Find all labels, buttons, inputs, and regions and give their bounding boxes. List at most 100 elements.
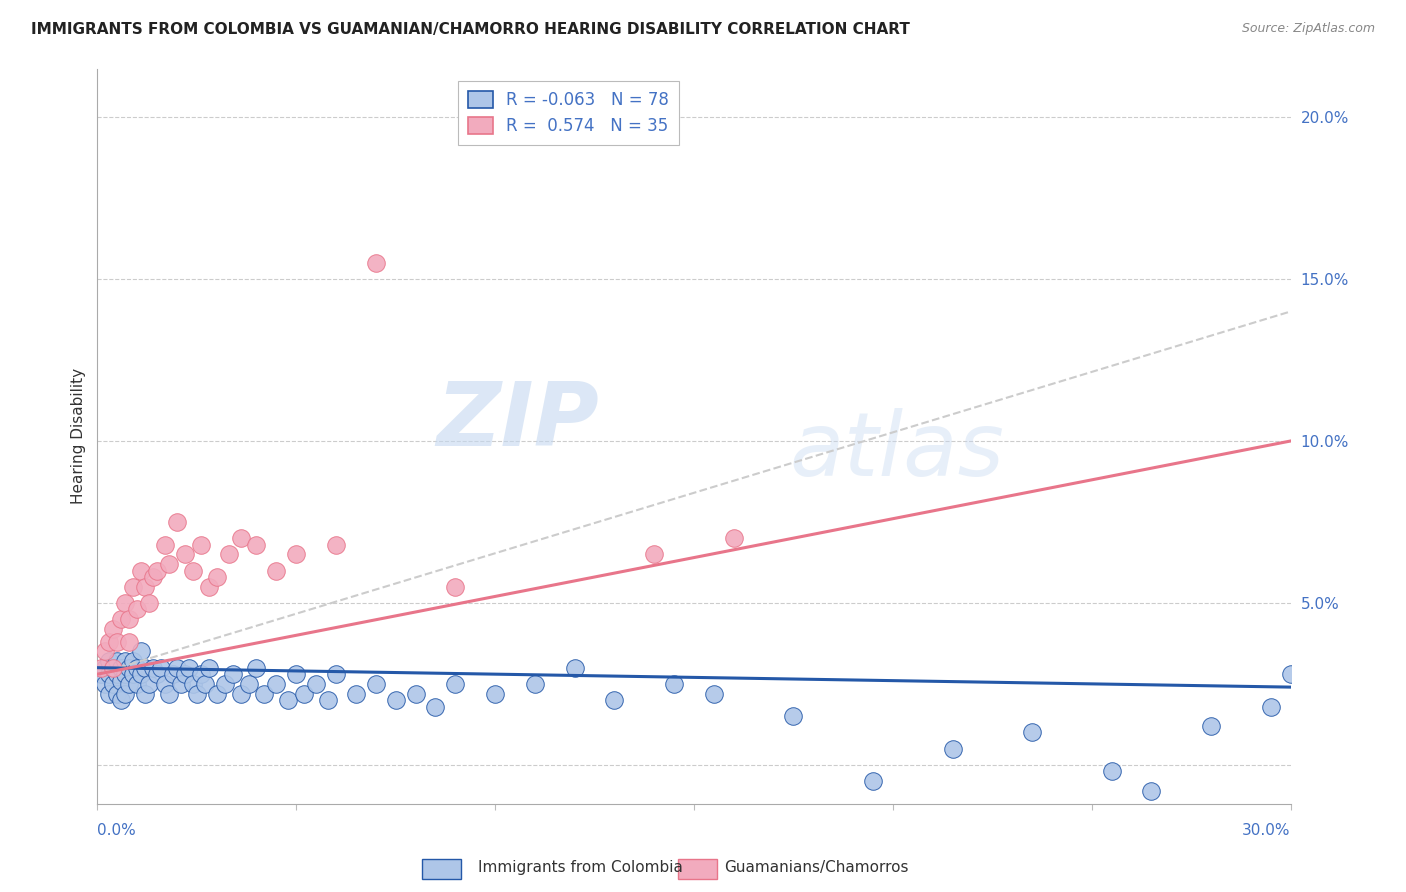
Point [103, 622, 125, 636]
Point [205, 570, 228, 584]
Point [325, 538, 347, 552]
Point [643, 547, 665, 561]
Point [285, 547, 308, 561]
Point [157, 557, 180, 571]
Point [105, 634, 128, 648]
Point [94, 644, 117, 658]
Point [134, 687, 156, 701]
Point [114, 667, 136, 681]
Text: IMMIGRANTS FROM COLOMBIA VS GUAMANIAN/CHAMORRO HEARING DISABILITY CORRELATION CH: IMMIGRANTS FROM COLOMBIA VS GUAMANIAN/CH… [31, 22, 910, 37]
Point [444, 677, 467, 691]
Point [103, 661, 125, 675]
Point [110, 693, 132, 707]
Point [782, 709, 804, 723]
Point [122, 654, 145, 668]
Point [253, 687, 276, 701]
Point [1140, 783, 1163, 797]
Point [190, 538, 212, 552]
Point [90, 661, 112, 675]
Point [105, 687, 128, 701]
Point [129, 667, 152, 681]
Point [118, 661, 141, 675]
Text: Immigrants from Colombia: Immigrants from Colombia [478, 860, 683, 874]
Point [214, 677, 236, 691]
Point [127, 661, 149, 675]
Point [344, 687, 367, 701]
Point [146, 667, 169, 681]
Point [384, 693, 406, 707]
Point [127, 677, 149, 691]
Point [292, 687, 315, 701]
Point [162, 667, 184, 681]
Point [166, 661, 188, 675]
Point [105, 654, 128, 668]
Point [862, 774, 884, 789]
Point [190, 667, 212, 681]
Point [523, 677, 546, 691]
Point [94, 661, 117, 675]
Point [98, 687, 121, 701]
Point [564, 661, 586, 675]
Point [103, 661, 125, 675]
Point [1260, 699, 1282, 714]
Point [364, 256, 387, 270]
Point [94, 677, 117, 691]
Point [266, 677, 288, 691]
Text: Guamanians/Chamorros: Guamanians/Chamorros [724, 860, 908, 874]
Point [110, 612, 132, 626]
Point [197, 661, 219, 675]
Point [98, 654, 121, 668]
Point [110, 661, 132, 675]
Legend: R = -0.063   N = 78, R =  0.574   N = 35: R = -0.063 N = 78, R = 0.574 N = 35 [458, 80, 679, 145]
Point [197, 580, 219, 594]
Point [105, 667, 128, 681]
Text: 30.0%: 30.0% [1243, 823, 1291, 838]
Point [142, 661, 165, 675]
Text: 0.0%: 0.0% [97, 823, 136, 838]
Point [942, 741, 965, 756]
Point [138, 596, 160, 610]
Point [325, 667, 347, 681]
Point [316, 693, 339, 707]
Point [153, 538, 176, 552]
Point [150, 661, 173, 675]
Point [229, 531, 252, 545]
Text: ZIP: ZIP [436, 378, 599, 465]
Point [1021, 725, 1043, 739]
Point [177, 661, 200, 675]
Point [186, 687, 208, 701]
Point [205, 687, 228, 701]
Point [118, 677, 141, 691]
Point [484, 687, 506, 701]
Point [90, 667, 112, 681]
Point [266, 564, 288, 578]
Point [166, 515, 188, 529]
Point [662, 677, 685, 691]
Point [703, 687, 725, 701]
Point [1199, 719, 1222, 733]
Point [194, 677, 217, 691]
Point [305, 677, 328, 691]
Point [114, 687, 136, 701]
Point [138, 677, 160, 691]
Point [142, 570, 165, 584]
Point [114, 596, 136, 610]
Point [405, 687, 427, 701]
Point [173, 547, 195, 561]
Point [129, 564, 152, 578]
Point [129, 644, 152, 658]
Point [285, 667, 308, 681]
Point [181, 677, 204, 691]
Point [425, 699, 447, 714]
Point [122, 580, 145, 594]
Point [134, 580, 156, 594]
Point [110, 673, 132, 688]
Point [238, 677, 260, 691]
Y-axis label: Hearing Disability: Hearing Disability [72, 368, 86, 504]
Point [181, 564, 204, 578]
Point [245, 661, 267, 675]
Point [364, 677, 387, 691]
Point [444, 580, 467, 594]
Point [603, 693, 626, 707]
Point [1279, 667, 1302, 681]
